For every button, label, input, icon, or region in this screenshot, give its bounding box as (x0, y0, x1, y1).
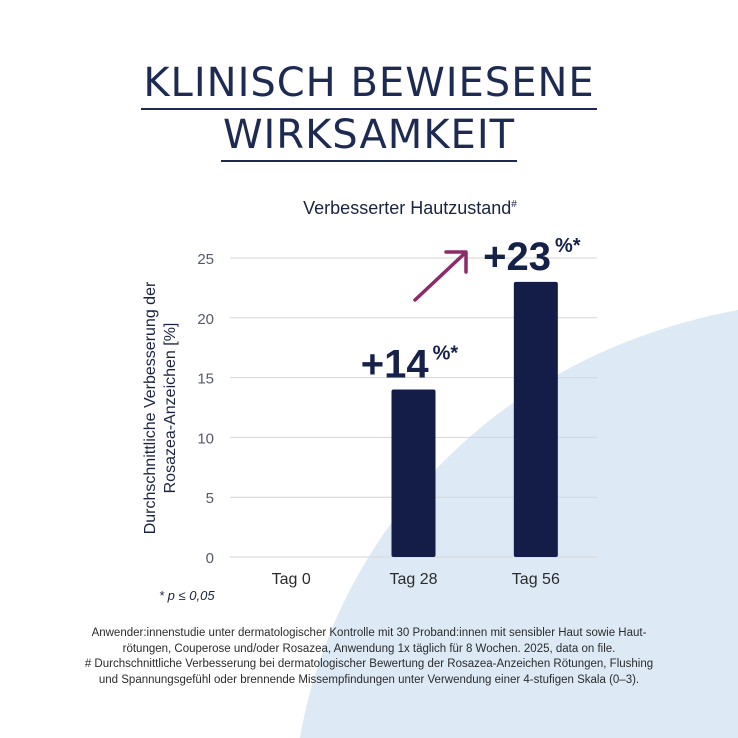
y-axis-label: Durchschnittliche Verbesserung der Rosaz… (142, 281, 179, 534)
y-tick-label: 25 (197, 251, 214, 268)
y-axis-label-line-2: Rosazea-Anzeichen [%] (162, 323, 179, 494)
y-tick-label: 5 (206, 490, 214, 507)
annotation-suffix: %* (555, 235, 581, 257)
value-annotation-23: +23 %* (483, 235, 581, 279)
y-tick-label: 20 (197, 311, 214, 328)
chart-title-sup: # (511, 199, 517, 210)
x-tick-label: Tag 56 (512, 571, 560, 588)
bar-tag-56 (513, 281, 558, 557)
headline-line-1: KLINISCH BEWIESENE (141, 62, 597, 110)
footer-line-4: und Spannungsgefühl oder brennende Misse… (98, 673, 640, 686)
bar-chart: Verbesserter Hautzustand# Durchschnittli… (142, 198, 597, 588)
chart-title: Verbesserter Hautzustand# (303, 198, 517, 218)
x-tick-label: Tag 0 (272, 571, 311, 588)
annotation-value: +14 (361, 343, 430, 387)
footer-line-3: # Durchschnittliche Verbesserung bei der… (84, 658, 654, 670)
footer-line-1: Anwender:innenstudie unter dermatologisc… (91, 627, 647, 639)
annotation-suffix: %* (433, 343, 459, 365)
y-tick-label: 15 (197, 371, 214, 388)
trend-arrow (413, 250, 468, 302)
footer-line-2: rötungen, Couperose und/oder Rosazea, An… (122, 642, 616, 655)
y-axis-label-line-1: Durchschnittliche Verbesserung der (142, 281, 159, 534)
footer-notes: Anwender:innenstudie unter dermatologisc… (40, 626, 698, 688)
y-tick-label: 10 (197, 430, 214, 447)
annotation-value: +23 (483, 235, 551, 279)
y-tick-label: 0 (206, 550, 214, 567)
headline-line-2: WIRKSAMKEIT (220, 114, 518, 162)
chart-title-text: Verbesserter Hautzustand (303, 198, 511, 218)
bar-tag-28 (391, 389, 436, 557)
x-tick-label: Tag 28 (389, 571, 437, 588)
value-annotation-14: +14 %* (361, 343, 459, 387)
significance-note: * p ≤ 0,05 (159, 588, 215, 603)
